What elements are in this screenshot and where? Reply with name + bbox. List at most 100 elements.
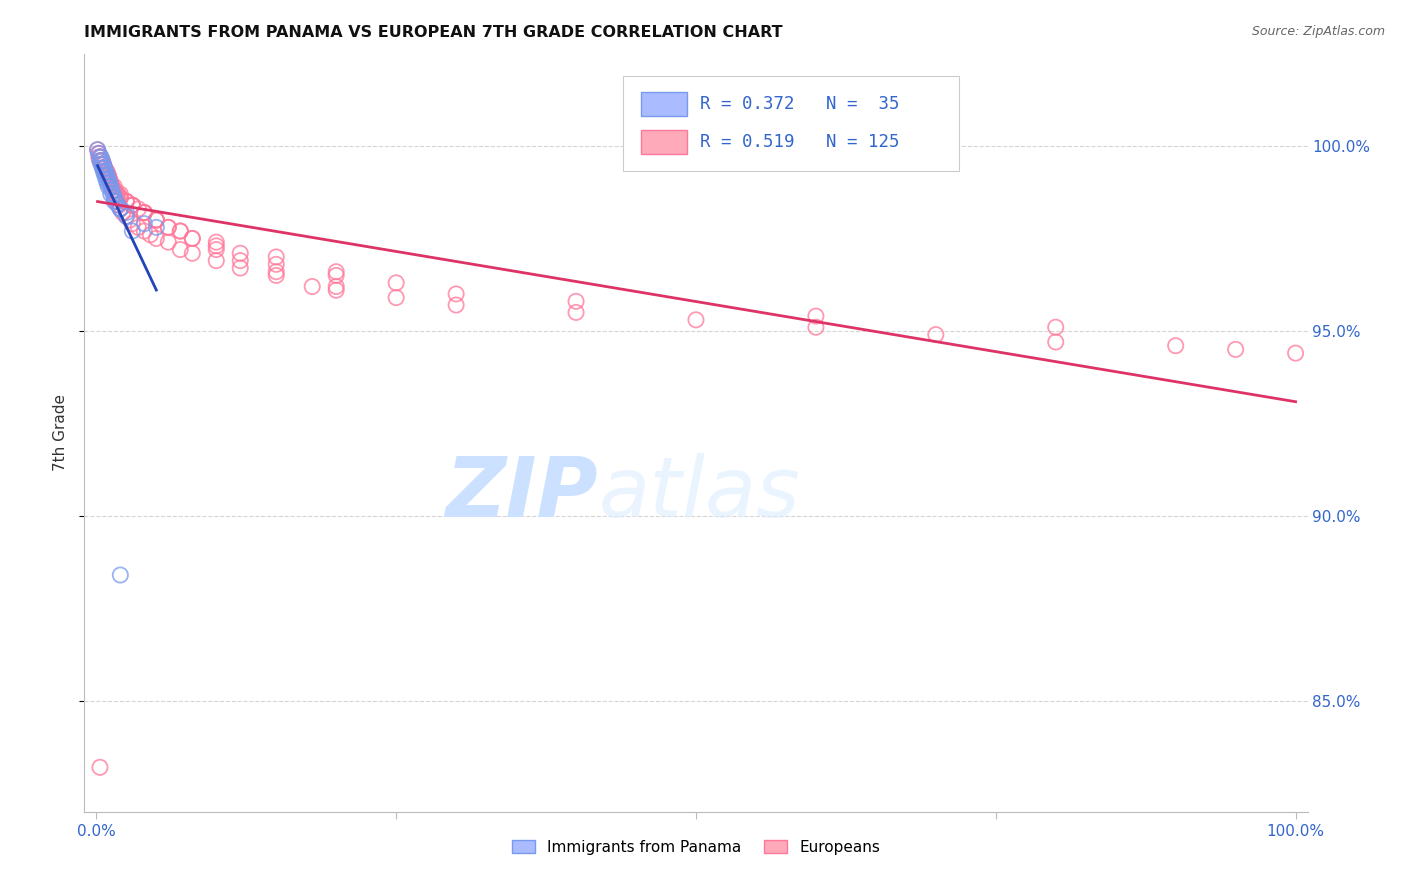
Point bbox=[91, 153, 114, 168]
Text: atlas: atlas bbox=[598, 453, 800, 533]
Text: Source: ZipAtlas.com: Source: ZipAtlas.com bbox=[1251, 25, 1385, 38]
Point bbox=[157, 220, 180, 235]
Point bbox=[181, 231, 204, 245]
Point bbox=[87, 150, 110, 164]
Point bbox=[925, 327, 948, 342]
Point bbox=[157, 235, 180, 249]
Point bbox=[685, 313, 707, 327]
Point bbox=[1225, 343, 1247, 357]
Point bbox=[110, 187, 132, 202]
FancyBboxPatch shape bbox=[623, 77, 959, 171]
Point bbox=[134, 224, 156, 238]
Point bbox=[1045, 320, 1067, 334]
Point bbox=[86, 143, 108, 157]
Point bbox=[169, 224, 191, 238]
Text: ZIP: ZIP bbox=[446, 453, 598, 533]
Point bbox=[98, 172, 121, 186]
Point bbox=[325, 268, 347, 283]
Point bbox=[97, 172, 120, 186]
Point bbox=[264, 265, 287, 279]
Point bbox=[89, 150, 111, 164]
Point bbox=[91, 157, 114, 171]
Point bbox=[134, 205, 156, 219]
Point bbox=[96, 169, 118, 183]
Y-axis label: 7th Grade: 7th Grade bbox=[52, 394, 67, 471]
Point bbox=[565, 305, 588, 319]
Point bbox=[97, 179, 120, 194]
Point bbox=[89, 760, 111, 774]
Point bbox=[89, 153, 111, 168]
Point bbox=[103, 183, 125, 197]
Point bbox=[105, 191, 128, 205]
Point bbox=[134, 205, 156, 219]
Point bbox=[1284, 346, 1306, 360]
Point bbox=[205, 243, 228, 257]
Point bbox=[94, 165, 117, 179]
Point bbox=[110, 191, 132, 205]
Point bbox=[169, 243, 191, 257]
Point bbox=[93, 165, 117, 179]
Point bbox=[121, 198, 143, 212]
Point bbox=[205, 235, 228, 249]
Point bbox=[90, 153, 112, 168]
Point bbox=[229, 260, 252, 275]
Point bbox=[118, 213, 141, 227]
Point bbox=[127, 220, 149, 235]
Point bbox=[96, 176, 118, 190]
Point bbox=[89, 153, 111, 168]
Point bbox=[264, 257, 287, 271]
Text: IMMIGRANTS FROM PANAMA VS EUROPEAN 7TH GRADE CORRELATION CHART: IMMIGRANTS FROM PANAMA VS EUROPEAN 7TH G… bbox=[84, 25, 783, 40]
Point bbox=[101, 179, 124, 194]
Point bbox=[91, 157, 114, 171]
Point bbox=[93, 165, 115, 179]
Point bbox=[93, 157, 115, 171]
Point bbox=[804, 309, 827, 323]
Point bbox=[103, 179, 125, 194]
Point bbox=[93, 161, 115, 176]
Point bbox=[301, 279, 323, 293]
Point bbox=[145, 220, 167, 235]
Point bbox=[385, 291, 408, 305]
Point bbox=[93, 161, 117, 176]
Point bbox=[89, 150, 111, 164]
Point bbox=[89, 150, 111, 164]
Point bbox=[91, 153, 114, 168]
Point bbox=[115, 194, 138, 209]
Point bbox=[107, 194, 129, 209]
Point bbox=[111, 205, 134, 219]
Point bbox=[96, 169, 118, 183]
Point bbox=[110, 191, 132, 205]
Point bbox=[107, 187, 129, 202]
Point bbox=[121, 198, 143, 212]
Point bbox=[1045, 334, 1067, 349]
Point bbox=[121, 217, 143, 231]
Point bbox=[105, 187, 128, 202]
Point bbox=[101, 183, 124, 197]
Point bbox=[97, 172, 120, 186]
Point bbox=[94, 172, 117, 186]
Point bbox=[98, 176, 121, 190]
Point bbox=[96, 165, 118, 179]
Point bbox=[103, 183, 125, 197]
Point bbox=[91, 161, 114, 176]
Point bbox=[115, 209, 138, 223]
Point bbox=[96, 169, 118, 183]
FancyBboxPatch shape bbox=[641, 130, 688, 154]
Point bbox=[94, 165, 117, 179]
Point bbox=[100, 179, 122, 194]
Point bbox=[115, 209, 138, 223]
Point bbox=[169, 224, 191, 238]
Point bbox=[97, 172, 120, 186]
Point bbox=[89, 150, 111, 164]
Text: R = 0.519   N = 125: R = 0.519 N = 125 bbox=[700, 133, 900, 152]
Point bbox=[115, 205, 138, 219]
Point bbox=[110, 568, 132, 582]
Point bbox=[325, 265, 347, 279]
Point bbox=[94, 165, 117, 179]
Point bbox=[97, 169, 120, 183]
Point bbox=[115, 194, 138, 209]
Point bbox=[101, 179, 124, 194]
Point bbox=[100, 176, 122, 190]
Point bbox=[94, 165, 117, 179]
Point bbox=[205, 253, 228, 268]
